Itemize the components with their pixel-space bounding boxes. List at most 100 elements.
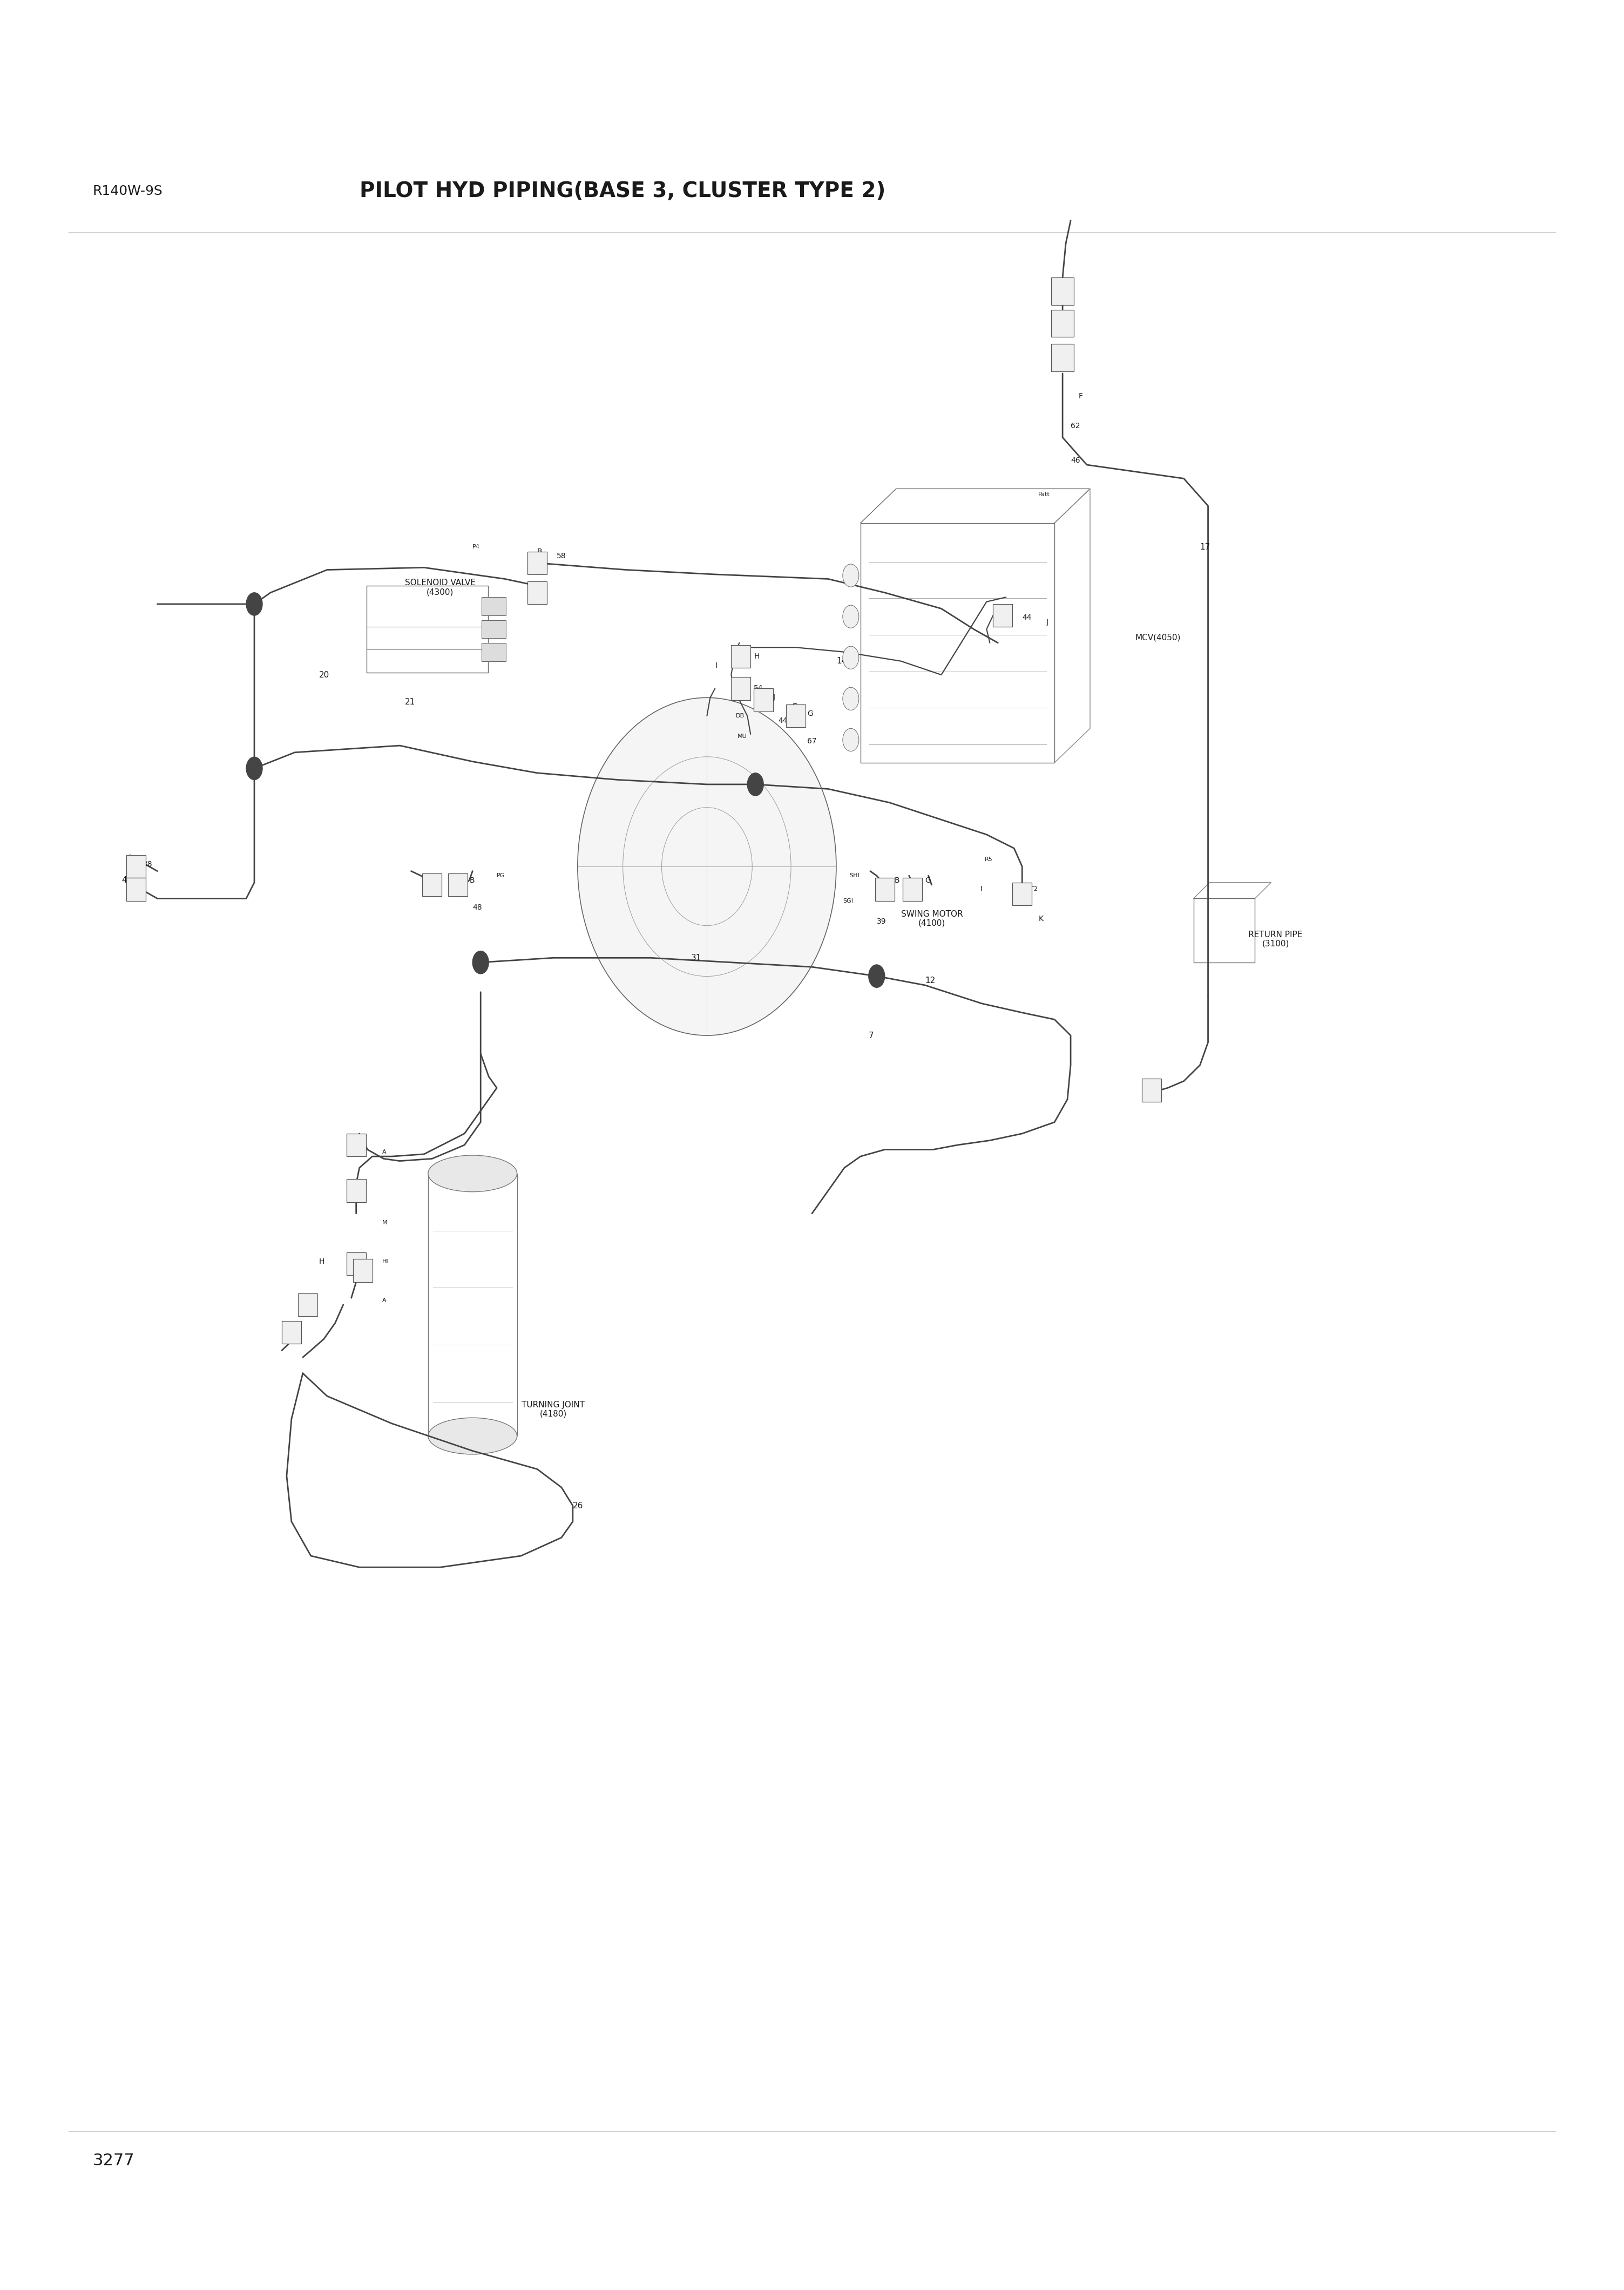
Text: I: I <box>981 886 983 893</box>
Bar <box>448 872 468 895</box>
Text: MU: MU <box>737 733 747 740</box>
Bar <box>1012 882 1031 905</box>
Text: 45: 45 <box>451 882 461 889</box>
Text: B: B <box>895 877 900 884</box>
Text: SGI: SGI <box>843 898 853 905</box>
Text: C: C <box>736 694 741 701</box>
Text: G: G <box>538 582 542 589</box>
Bar <box>528 582 547 605</box>
Text: 48: 48 <box>473 905 482 911</box>
Text: K: K <box>1038 916 1043 923</box>
Text: B: B <box>469 877 474 884</box>
Text: TURNING JOINT
(4180): TURNING JOINT (4180) <box>521 1401 585 1418</box>
Bar <box>481 598 505 616</box>
Text: PG: PG <box>497 872 505 879</box>
Circle shape <box>843 646 859 669</box>
Text: 62: 62 <box>1070 421 1080 431</box>
Bar <box>1051 277 1073 305</box>
Text: K: K <box>352 1191 357 1200</box>
Text: 20: 20 <box>318 671 330 678</box>
Text: R140W-9S: R140W-9S <box>93 185 162 197</box>
Circle shape <box>843 563 859 586</box>
Text: E: E <box>793 703 797 710</box>
Bar <box>731 646 750 669</box>
Text: 7: 7 <box>869 1030 874 1040</box>
Text: P4: P4 <box>473 545 481 550</box>
Bar <box>283 1321 300 1344</box>
Bar <box>481 621 505 639</box>
Text: G: G <box>432 877 438 884</box>
Bar <box>346 1134 365 1156</box>
Text: G: G <box>807 710 814 717</box>
Text: PILOT HYD PIPING(BASE 3, CLUSTER TYPE 2): PILOT HYD PIPING(BASE 3, CLUSTER TYPE 2) <box>359 181 885 202</box>
Text: F: F <box>365 1266 370 1273</box>
Text: 39: 39 <box>877 918 887 925</box>
Bar <box>346 1253 365 1276</box>
Text: A: A <box>382 1150 387 1154</box>
Circle shape <box>747 774 763 797</box>
Text: G: G <box>926 877 931 884</box>
Circle shape <box>247 758 263 781</box>
Bar <box>1051 309 1073 337</box>
Bar <box>1051 343 1073 371</box>
Text: F: F <box>1078 392 1083 401</box>
Text: 58: 58 <box>557 552 567 559</box>
Circle shape <box>869 964 885 987</box>
Text: 41: 41 <box>122 877 132 884</box>
Bar <box>903 877 922 900</box>
Text: 46: 46 <box>1070 456 1080 465</box>
Ellipse shape <box>578 698 836 1035</box>
Text: 21: 21 <box>404 698 416 705</box>
Bar <box>992 605 1012 627</box>
Text: 67: 67 <box>807 737 817 744</box>
Text: 38: 38 <box>143 861 153 868</box>
Bar <box>352 1260 372 1282</box>
Bar <box>127 877 146 900</box>
Text: T2: T2 <box>1030 886 1038 893</box>
Circle shape <box>843 728 859 751</box>
Bar <box>1142 1079 1161 1101</box>
Text: DB: DB <box>736 712 745 719</box>
Text: 12: 12 <box>926 976 935 985</box>
Text: H: H <box>754 653 760 660</box>
Text: I: I <box>715 662 718 669</box>
Text: A: A <box>382 1298 387 1303</box>
Text: 3277: 3277 <box>93 2153 135 2169</box>
Circle shape <box>247 593 263 616</box>
Text: J: J <box>773 694 775 701</box>
Text: 44: 44 <box>1021 614 1031 621</box>
Text: 17: 17 <box>1200 543 1210 552</box>
Bar <box>127 854 146 877</box>
Text: 54: 54 <box>754 685 763 692</box>
Bar <box>875 877 895 900</box>
Bar <box>786 705 806 728</box>
Text: J: J <box>287 1328 289 1335</box>
Text: 26: 26 <box>573 1502 583 1509</box>
Text: MCV(4050): MCV(4050) <box>1135 634 1181 641</box>
Text: 31: 31 <box>690 955 702 962</box>
Ellipse shape <box>429 1418 516 1454</box>
Text: C: C <box>356 1147 362 1156</box>
Bar <box>528 552 547 575</box>
Text: D: D <box>307 1301 313 1308</box>
Circle shape <box>843 605 859 627</box>
Text: SHI: SHI <box>849 872 859 879</box>
Text: H: H <box>318 1257 325 1264</box>
Text: R5: R5 <box>986 856 992 863</box>
Text: E: E <box>1002 609 1007 616</box>
Circle shape <box>843 687 859 710</box>
Text: 14: 14 <box>836 657 846 664</box>
Text: SOLENOID VALVE
(4300): SOLENOID VALVE (4300) <box>404 579 476 595</box>
Text: 44: 44 <box>778 717 788 724</box>
Bar <box>346 1179 365 1202</box>
Bar <box>422 872 442 895</box>
Text: B: B <box>538 547 542 556</box>
Text: J: J <box>1046 618 1049 625</box>
Text: HI: HI <box>382 1260 388 1264</box>
Bar <box>754 689 773 712</box>
Bar <box>481 643 505 662</box>
Text: SWING MOTOR
(4100): SWING MOTOR (4100) <box>901 909 963 927</box>
Text: RETURN PIPE
(3100): RETURN PIPE (3100) <box>1249 930 1302 948</box>
Circle shape <box>473 950 489 973</box>
Bar <box>731 678 750 701</box>
